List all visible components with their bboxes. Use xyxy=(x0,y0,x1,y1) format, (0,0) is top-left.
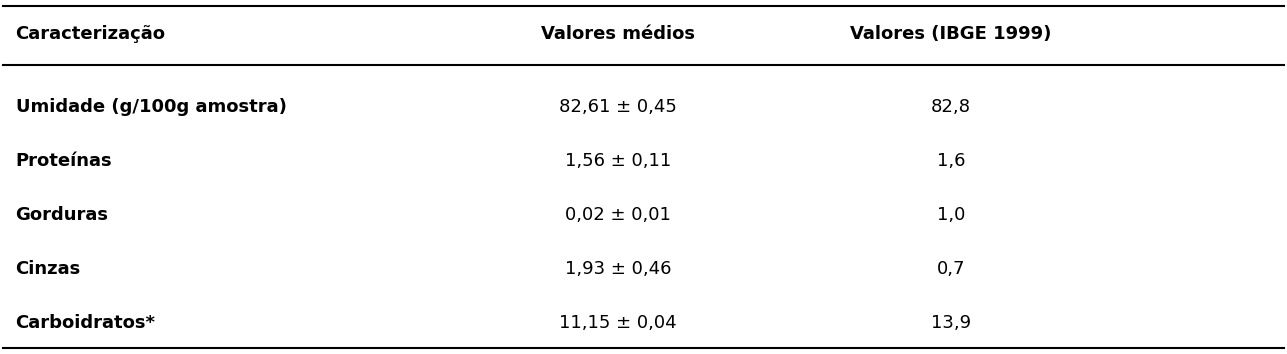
Text: 0,02 ± 0,01: 0,02 ± 0,01 xyxy=(565,206,671,224)
Text: Umidade (g/100g amostra): Umidade (g/100g amostra) xyxy=(15,98,287,116)
Text: 1,93 ± 0,46: 1,93 ± 0,46 xyxy=(565,260,671,278)
Text: Caracterização: Caracterização xyxy=(15,25,166,43)
Text: Cinzas: Cinzas xyxy=(15,260,81,278)
Text: 13,9: 13,9 xyxy=(931,314,972,332)
Text: 82,8: 82,8 xyxy=(931,98,972,116)
Text: Gorduras: Gorduras xyxy=(15,206,108,224)
Text: 0,7: 0,7 xyxy=(937,260,965,278)
Text: Valores (IBGE 1999): Valores (IBGE 1999) xyxy=(851,25,1051,43)
Text: 1,6: 1,6 xyxy=(937,152,965,170)
Text: Carboidratos*: Carboidratos* xyxy=(15,314,156,332)
Text: 82,61 ± 0,45: 82,61 ± 0,45 xyxy=(559,98,677,116)
Text: Valores médios: Valores médios xyxy=(541,25,695,43)
Text: 1,0: 1,0 xyxy=(937,206,965,224)
Text: 1,56 ± 0,11: 1,56 ± 0,11 xyxy=(565,152,671,170)
Text: Proteínas: Proteínas xyxy=(15,152,112,170)
Text: 11,15 ± 0,04: 11,15 ± 0,04 xyxy=(559,314,677,332)
